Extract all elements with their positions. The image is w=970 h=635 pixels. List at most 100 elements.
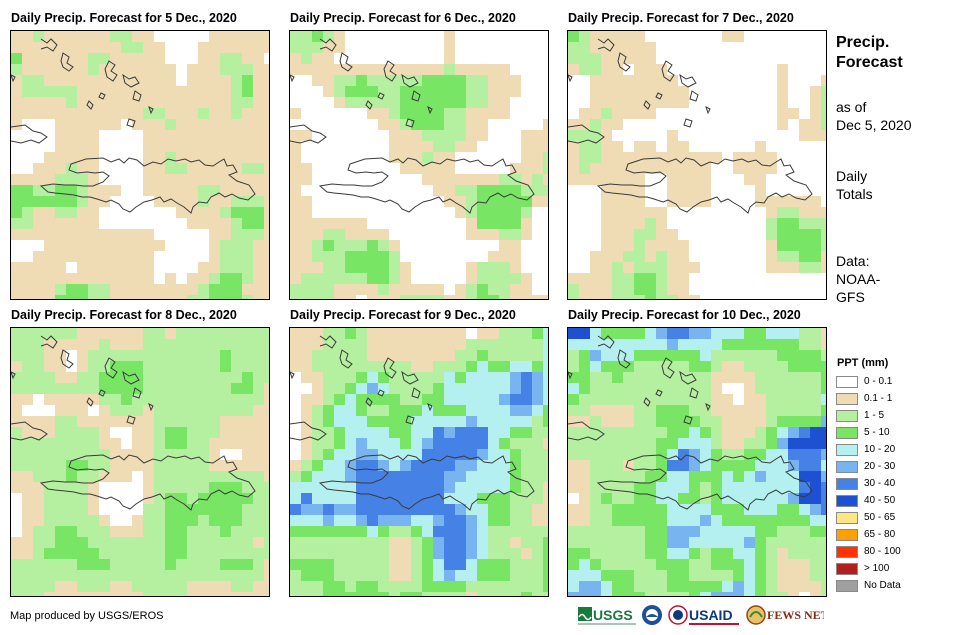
- island-outline: [597, 38, 615, 52]
- island-outline: [148, 106, 154, 115]
- coastline: [568, 38, 813, 214]
- sidebar-totals-line2: Totals: [836, 186, 873, 202]
- legend-swatch: [836, 563, 858, 575]
- legend-swatch: [836, 410, 858, 422]
- legend-swatch: [836, 461, 858, 473]
- sidebar-data-line3: GFS: [836, 289, 865, 305]
- island-outline: [40, 335, 58, 349]
- coastline: [11, 38, 256, 214]
- precip-grid: [11, 328, 269, 596]
- island-outline: [568, 74, 573, 83]
- legend-label: 5 - 10: [864, 427, 890, 438]
- island-outline: [405, 415, 415, 425]
- island-outline: [679, 370, 697, 385]
- precip-grid: [290, 31, 548, 299]
- legend-label: 30 - 40: [864, 478, 896, 489]
- island-outline: [86, 100, 94, 110]
- island-outline: [683, 118, 693, 128]
- island-outline: [365, 397, 373, 407]
- legend-swatch: [836, 529, 858, 541]
- panel-title-4: Daily Precip. Forecast for 8 Dec., 2020: [11, 308, 237, 322]
- island-outline: [126, 415, 136, 425]
- legend-swatch: [836, 478, 858, 490]
- island-outline: [597, 335, 615, 349]
- sidebar-title-line1: Precip.: [836, 34, 890, 51]
- island-outline: [427, 106, 433, 115]
- legend-title: PPT (mm): [837, 357, 889, 369]
- island-outline: [427, 403, 433, 412]
- legend-label: 0 - 0.1: [864, 376, 893, 387]
- legend-label: > 100: [864, 563, 890, 574]
- island-outline: [689, 90, 699, 102]
- island-outline: [40, 38, 58, 52]
- island-outline: [689, 387, 699, 399]
- island-outline: [290, 421, 327, 441]
- sidebar-data-line2: NOAA-: [836, 271, 881, 287]
- forecast-map-dec-7: [567, 30, 827, 300]
- sidebar-totals-line1: Daily: [836, 168, 868, 184]
- island-outline: [401, 73, 419, 88]
- coastline: [290, 38, 535, 214]
- island-outline: [11, 124, 48, 144]
- island-outline: [126, 118, 136, 128]
- island-outline: [132, 387, 142, 399]
- sidebar-title: Precip. Forecast: [836, 33, 903, 73]
- usgs-logo: USGS: [578, 604, 638, 628]
- island-outline: [11, 74, 16, 83]
- island-outline: [60, 349, 74, 369]
- island-outline: [319, 335, 337, 349]
- sidebar-asof-line2: Dec 5, 2020: [836, 117, 912, 133]
- panel-title-5: Daily Precip. Forecast for 9 Dec., 2020: [290, 308, 516, 322]
- island-outline: [411, 387, 421, 399]
- hispaniola-outline: [318, 454, 535, 511]
- legend-label: 10 - 20: [864, 444, 896, 455]
- sidebar-asof-line1: as of: [836, 99, 867, 115]
- legend-swatch: [836, 376, 858, 388]
- island-outline: [411, 90, 421, 102]
- svg-text:USAID: USAID: [689, 607, 733, 623]
- island-outline: [377, 92, 385, 100]
- panel-title-2: Daily Precip. Forecast for 6 Dec., 2020: [290, 11, 516, 25]
- legend-label: 0.1 - 1: [864, 393, 893, 404]
- legend-swatch: [836, 512, 858, 524]
- noaa-logo-graphic: [642, 605, 662, 625]
- coastline: [568, 335, 813, 511]
- island-outline: [122, 73, 140, 88]
- island-outline: [655, 389, 663, 397]
- hispaniola-outline: [39, 454, 256, 511]
- island-outline: [705, 106, 711, 115]
- forecast-map-dec-10: [567, 327, 827, 597]
- island-outline: [705, 403, 711, 412]
- island-outline: [568, 371, 573, 380]
- island-outline: [365, 100, 373, 110]
- hispaniola-outline: [318, 157, 535, 214]
- legend-label: 50 - 65: [864, 512, 896, 523]
- legend-swatch: [836, 444, 858, 456]
- island-outline: [132, 90, 142, 102]
- legend-swatch: [836, 580, 858, 592]
- panel-title-6: Daily Precip. Forecast for 10 Dec., 2020: [568, 308, 801, 322]
- panel-title-3: Daily Precip. Forecast for 7 Dec., 2020: [568, 11, 794, 25]
- coastline: [11, 335, 256, 511]
- legend-swatch: [836, 495, 858, 507]
- island-outline: [643, 100, 651, 110]
- fews-net-logo: FEWS NET: [746, 604, 829, 628]
- sidebar-data-source: Data: NOAA- GFS: [836, 252, 880, 306]
- island-outline: [98, 389, 106, 397]
- svg-text:FEWS NET: FEWS NET: [767, 608, 824, 622]
- forecast-map-dec-6: [289, 30, 549, 300]
- hispaniola-outline: [596, 454, 813, 511]
- island-outline: [86, 397, 94, 407]
- island-outline: [104, 60, 118, 82]
- usaid-logo: USAID: [668, 604, 744, 628]
- island-outline: [568, 124, 605, 144]
- precip-grid: [290, 328, 548, 596]
- island-outline: [60, 52, 74, 72]
- island-outline: [405, 118, 415, 128]
- panel-title-1: Daily Precip. Forecast for 5 Dec., 2020: [11, 11, 237, 25]
- island-outline: [319, 38, 337, 52]
- island-outline: [98, 92, 106, 100]
- fews-net-logo-graphic: FEWS NET: [746, 605, 829, 625]
- noaa-logo: [641, 604, 663, 628]
- island-outline: [655, 92, 663, 100]
